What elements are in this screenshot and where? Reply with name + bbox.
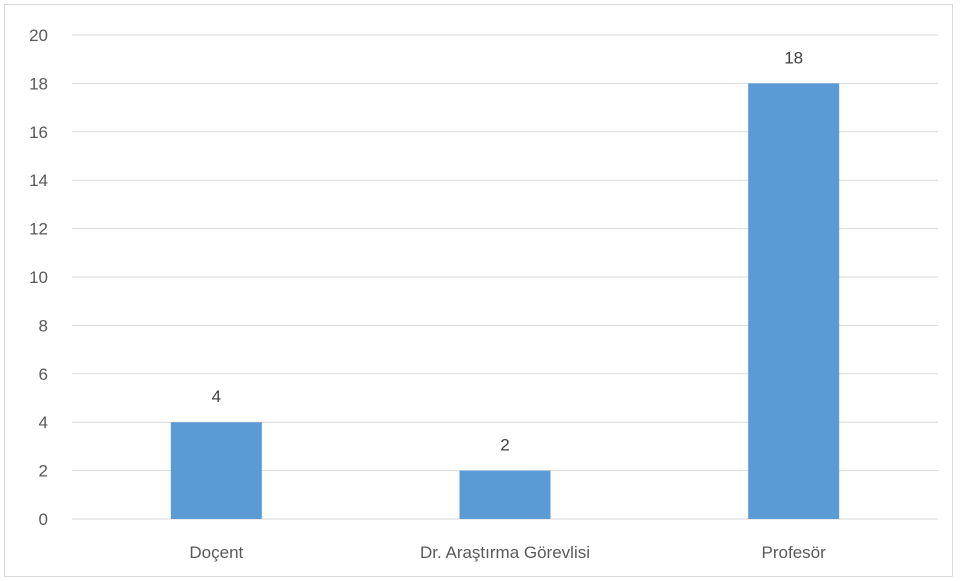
data-label: 4: [212, 387, 221, 406]
x-category-label: Profesör: [762, 543, 827, 562]
y-tick-label: 14: [29, 171, 48, 190]
y-axis-tick-labels: 0 2 4 6 8 10 12 14 16 18 20: [29, 26, 48, 529]
x-category-label: Dr. Araştırma Görevlisi: [420, 543, 590, 562]
data-label: 18: [784, 48, 803, 67]
bar: [170, 422, 262, 519]
bars: [170, 83, 840, 520]
y-tick-label: 20: [29, 26, 48, 45]
bar: [459, 470, 551, 519]
y-tick-label: 10: [29, 268, 48, 287]
y-tick-label: 8: [39, 316, 48, 335]
y-tick-label: 6: [39, 365, 48, 384]
y-tick-label: 4: [39, 413, 48, 432]
y-tick-label: 16: [29, 123, 48, 142]
y-tick-label: 2: [39, 462, 48, 481]
x-axis-category-labels: Doçent Dr. Araştırma Görevlisi Profesör: [189, 543, 826, 562]
y-tick-label: 12: [29, 220, 48, 239]
y-tick-label: 18: [29, 74, 48, 93]
data-label: 2: [500, 436, 509, 455]
data-labels: 4 2 18: [212, 48, 804, 454]
x-category-label: Doçent: [189, 543, 243, 562]
bar: [748, 83, 840, 520]
y-tick-label: 0: [39, 510, 48, 529]
